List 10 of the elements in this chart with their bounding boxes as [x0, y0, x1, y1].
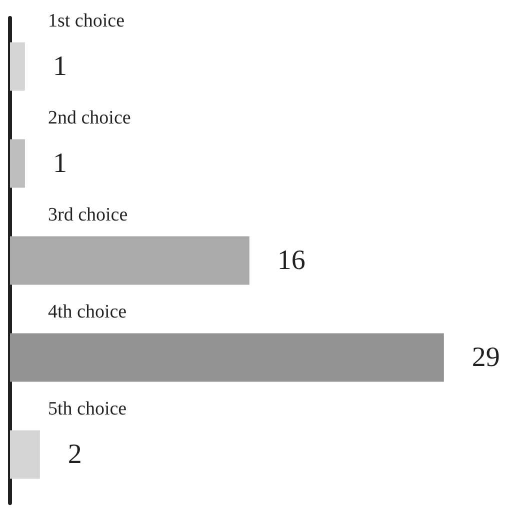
y-tick-label: 4th choice — [48, 302, 127, 322]
y-tick-label: 5th choice — [48, 398, 127, 420]
data-label: 16 — [277, 245, 306, 276]
data-label: 2 — [68, 439, 82, 470]
data-label: 1 — [52, 51, 67, 82]
data-label: 1 — [52, 148, 67, 179]
y-tick-label: 3rd choice — [48, 204, 128, 226]
data-label: 29 — [472, 342, 500, 373]
y-tick-label: 1st choice — [48, 10, 125, 32]
y-tick-label: 2nd choice — [48, 108, 131, 128]
